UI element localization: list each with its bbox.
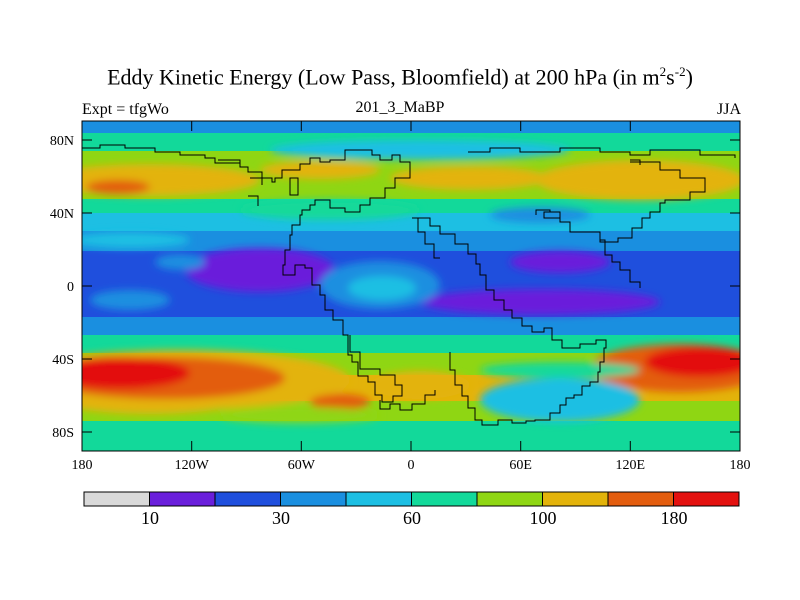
lat-label: 80N [50,134,74,149]
lat-label: 40S [52,353,74,368]
colorbar-box [542,491,609,507]
colorbar-box [83,491,150,507]
lat-labels: 80N 40N 0 40S 80S [50,134,74,441]
experiment-label: Expt = tfgWo [82,101,169,118]
colorbar-box [280,491,347,507]
lon-label: 60E [509,458,532,473]
lat-tick-marks [82,139,740,433]
colorbar-box [607,491,674,507]
lat-label: 40N [50,207,74,222]
colorbar-label: 30 [272,508,290,528]
plot-title: Eddy Kinetic Energy (Low Pass, Bloomfiel… [107,64,693,90]
coastlines [82,144,736,426]
run-label: 201_3_MaBP [355,99,445,116]
lon-label: 60W [288,458,316,473]
colorbar-label: 10 [141,508,159,528]
colorbar-box [476,491,543,507]
lon-labels: 180 120W 60W 0 60E 120E 180 [72,458,751,473]
lon-label: 120E [616,458,646,473]
colorbar-labels: 10 30 60 100 180 [141,508,688,528]
colorbar [83,491,740,507]
colorbar-box [214,491,281,507]
colorbar-label: 100 [530,508,557,528]
colorbar-label: 180 [661,508,688,528]
eke-field [82,121,740,451]
colorbar-box [149,491,216,507]
colorbar-label: 60 [403,508,421,528]
season-label: JJA [716,101,741,118]
lon-label: 180 [72,458,93,473]
lon-tick-marks [191,121,631,451]
lon-label: 0 [408,458,415,473]
lon-label: 180 [730,458,751,473]
lon-label: 120W [175,458,210,473]
lat-label: 0 [67,280,74,295]
colorbar-box [411,491,478,507]
lat-label: 80S [52,426,74,441]
colorbar-box [673,491,740,507]
colorbar-box [345,491,412,507]
